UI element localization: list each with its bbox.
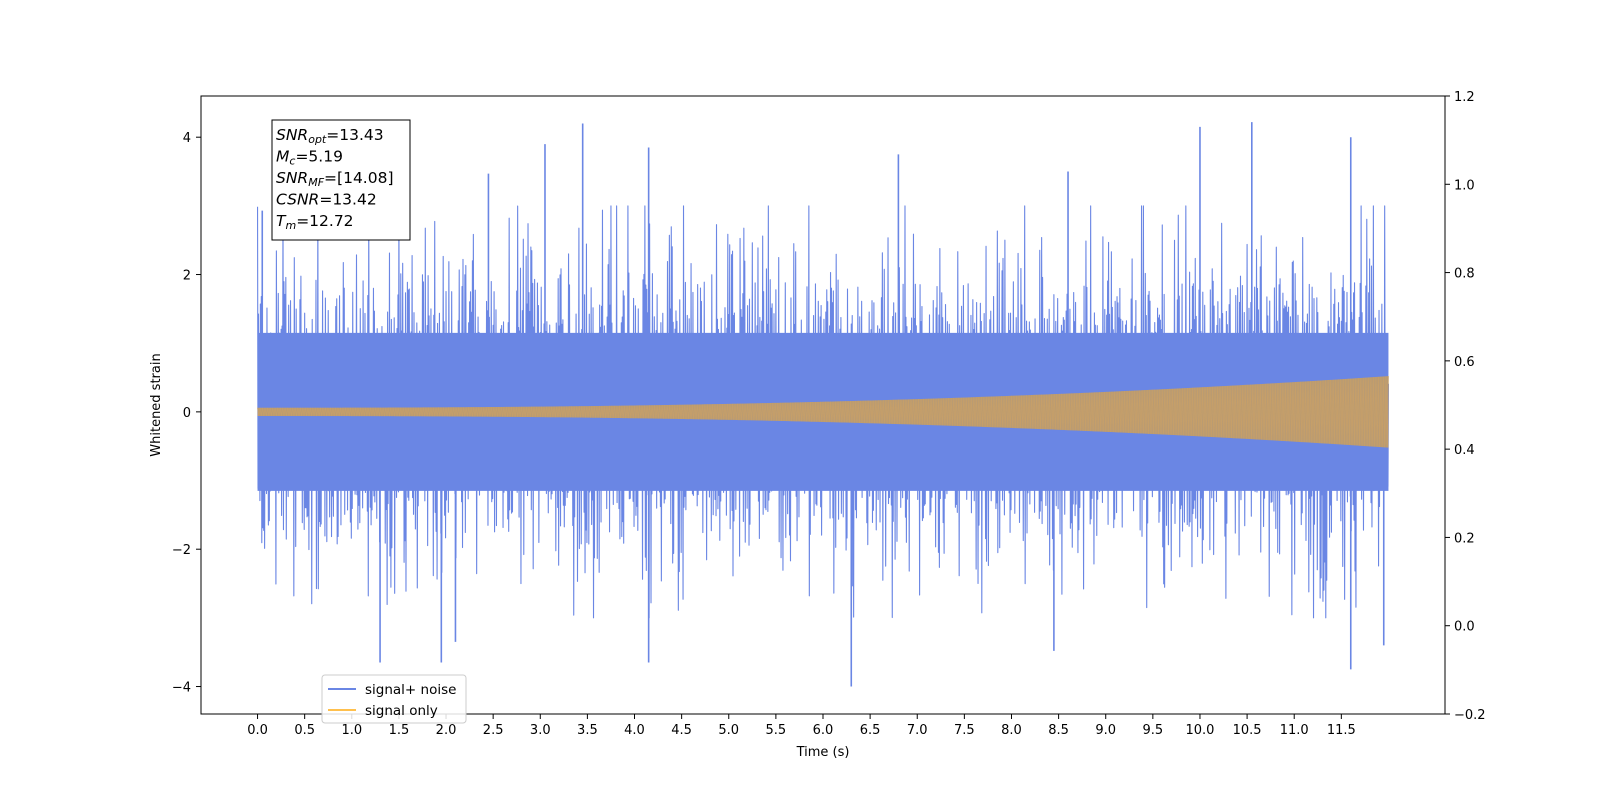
x-tick-label: 4.0 — [624, 723, 645, 738]
x-tick-label: 2.0 — [436, 723, 457, 738]
x-tick-label: 2.5 — [483, 723, 504, 738]
x-tick-label: 0.5 — [294, 723, 315, 738]
x-tick-label: 9.0 — [1095, 723, 1116, 738]
plot-area — [257, 122, 1389, 687]
x-tick-label: 4.5 — [671, 723, 692, 738]
stats-box-border — [271, 119, 411, 241]
x-tick-label: 8.5 — [1048, 723, 1069, 738]
y-tick-label: 4 — [183, 131, 191, 146]
stats-line-0: SNRopt=13.43 — [276, 126, 384, 146]
x-tick-label: 7.5 — [954, 723, 975, 738]
series-signal-only-oscillation — [257, 376, 1389, 448]
stats-line-1: Mc=5.19 — [276, 148, 343, 168]
x-tick-label: 0.0 — [247, 723, 268, 738]
y2-tick-label: 0.4 — [1454, 443, 1475, 458]
x-tick-label: 10.0 — [1185, 723, 1214, 738]
y2-tick-label: 1.0 — [1454, 178, 1475, 193]
x-tick-label: 5.0 — [718, 723, 739, 738]
y2-tick-label: 0.2 — [1454, 531, 1475, 546]
y-axis-right: −0.2 0.0 0.2 0.4 0.6 0.8 1.0 1.2 — [1445, 90, 1486, 723]
y2-tick-label: −0.2 — [1454, 708, 1486, 723]
x-tick-label: 3.0 — [530, 723, 551, 738]
x-tick-label: 3.5 — [577, 723, 598, 738]
plot-clip-group — [257, 122, 1389, 687]
x-tick-label: 1.0 — [341, 723, 362, 738]
y-tick-label: 2 — [183, 269, 191, 284]
stats-line-3: CSNR=13.42 — [276, 191, 377, 209]
legend-label-1: signal only — [365, 703, 438, 719]
x-tick-label: 10.5 — [1233, 723, 1262, 738]
y-axis-label: Whitened strain — [149, 353, 164, 456]
x-tick-label: 11.0 — [1280, 723, 1309, 738]
y2-tick-label: 0.0 — [1454, 620, 1475, 635]
legend-label-0: signal+ noise — [365, 682, 456, 698]
y-tick-label: 0 — [183, 406, 191, 421]
x-axis-label: Time (s) — [796, 745, 850, 760]
y2-tick-label: 0.8 — [1454, 267, 1475, 282]
x-tick-label: 6.0 — [813, 723, 834, 738]
x-tick-label: 8.0 — [1001, 723, 1022, 738]
legend: signal+ noise signal only — [321, 674, 467, 724]
x-tick-label: 11.5 — [1327, 723, 1356, 738]
y2-tick-label: 0.6 — [1454, 355, 1475, 370]
stats-line-2: SNRMF=[14.08] — [276, 169, 394, 189]
x-axis: 0.0 0.5 1.0 1.5 2.0 2.5 3.0 3.5 4.0 4.5 5.0 5.5 6.0 6… — [247, 714, 1356, 738]
y2-tick-label: 1.2 — [1454, 90, 1475, 105]
legend-box — [321, 674, 467, 724]
y-tick-label: −2 — [172, 543, 191, 558]
x-tick-label: 5.5 — [766, 723, 787, 738]
y-axis-left: −4 −2 0 2 4 — [172, 131, 201, 696]
x-tick-label: 9.5 — [1143, 723, 1164, 738]
x-tick-label: 1.5 — [389, 723, 410, 738]
x-tick-label: 7.0 — [907, 723, 928, 738]
x-tick-label: 6.5 — [860, 723, 881, 738]
y-tick-label: −4 — [172, 681, 191, 696]
stats-line-4: Tm=12.72 — [276, 212, 354, 232]
